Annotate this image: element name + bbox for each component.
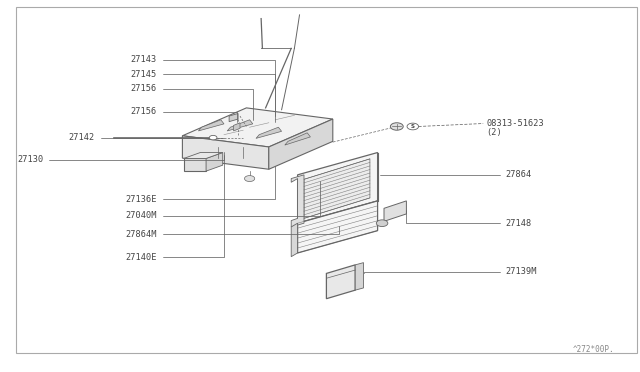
Polygon shape [234,123,240,131]
Text: 27864M: 27864M [125,230,157,239]
Text: (2): (2) [486,128,502,137]
Circle shape [376,220,388,227]
Polygon shape [184,153,223,158]
Text: 27130: 27130 [17,155,44,164]
Polygon shape [291,175,304,227]
Polygon shape [304,159,370,218]
Polygon shape [298,201,378,253]
Polygon shape [355,263,364,290]
Text: 27140E: 27140E [125,253,157,262]
Text: 27145: 27145 [131,70,157,79]
Polygon shape [227,120,253,131]
Polygon shape [229,113,238,122]
Text: 27139M: 27139M [506,267,537,276]
Text: 27136E: 27136E [125,195,157,203]
Circle shape [407,123,419,130]
Circle shape [390,123,403,130]
Text: 27142: 27142 [68,133,95,142]
Text: 27156: 27156 [131,107,157,116]
Polygon shape [384,201,406,221]
Text: 27156: 27156 [131,84,157,93]
Polygon shape [182,136,269,169]
Polygon shape [182,108,333,147]
Text: 27040M: 27040M [125,211,157,220]
Text: 08313-51623: 08313-51623 [486,119,544,128]
Polygon shape [198,120,224,131]
Polygon shape [256,127,282,138]
Text: 27148: 27148 [506,219,532,228]
Text: S: S [411,124,415,129]
Polygon shape [269,119,333,169]
Polygon shape [291,223,298,257]
Circle shape [244,176,255,182]
Circle shape [209,135,217,140]
Polygon shape [206,153,223,171]
Polygon shape [184,158,206,171]
Polygon shape [298,153,378,223]
Text: 27864: 27864 [506,170,532,179]
Polygon shape [285,133,310,145]
Text: ^272*00P.: ^272*00P. [573,345,614,354]
Text: 27143: 27143 [131,55,157,64]
Polygon shape [326,265,355,299]
